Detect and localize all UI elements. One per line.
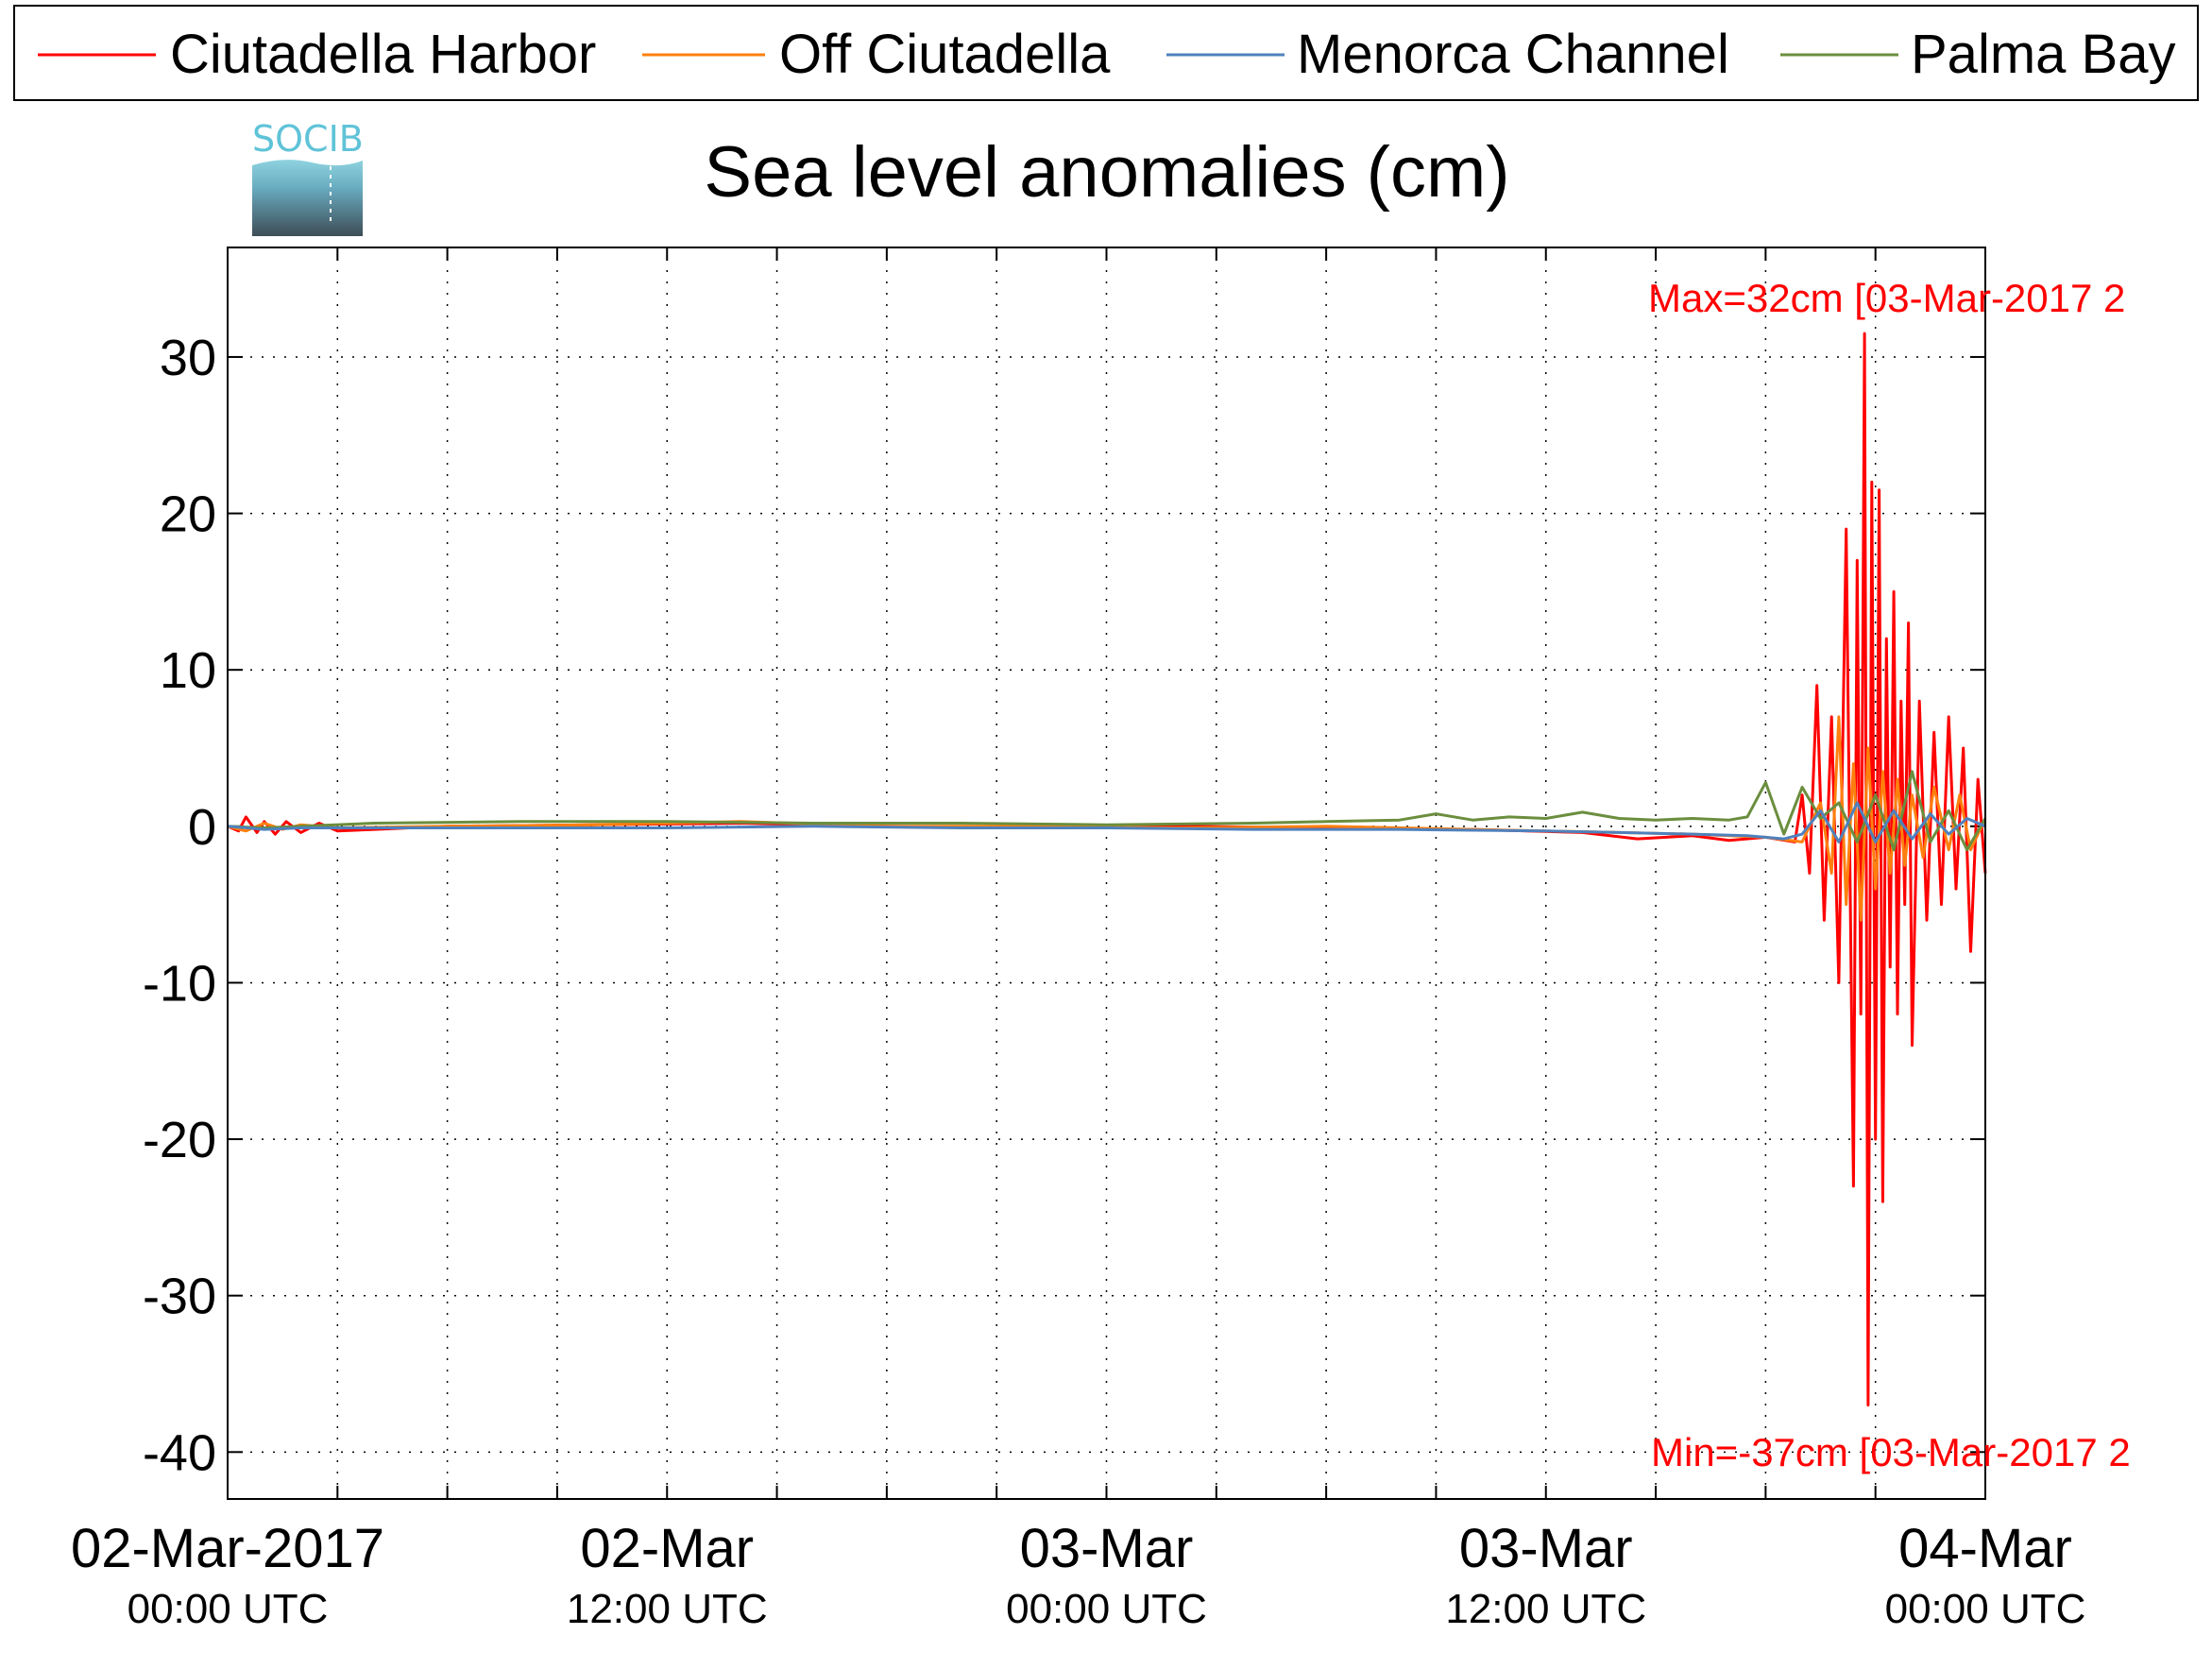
x-tick-label: 02-Mar <box>580 1518 754 1579</box>
legend-label-menorca-channel: Menorca Channel <box>1297 24 1729 85</box>
series-line-off-ciutadella <box>227 715 1987 922</box>
legend-label-off-ciutadella: Off Ciutadella <box>779 24 1111 85</box>
grid <box>228 247 1985 1499</box>
legend-box <box>13 5 2199 101</box>
legend: Ciutadella Harbor Off Ciutadella Menorca… <box>13 5 2199 101</box>
logo-wave <box>252 160 363 236</box>
y-tick-label: 20 <box>160 486 216 543</box>
x-tick-label: 03-Mar <box>1020 1518 1194 1579</box>
legend-label-palma-bay: Palma Bay <box>1911 24 2175 85</box>
x-tick-label: 04-Mar <box>1898 1518 2072 1579</box>
x-tick-label: 02-Mar-2017 <box>71 1518 384 1579</box>
y-tick-label: -20 <box>143 1112 216 1168</box>
y-tick-label: -10 <box>143 955 216 1012</box>
min-annotation: Min=-37cm [03-Mar-2017 2 <box>1651 1430 2131 1474</box>
legend-label-ciutadella-harbor: Ciutadella Harbor <box>170 24 596 85</box>
x-tick-sublabel: 12:00 UTC <box>567 1586 768 1632</box>
y-tick-label: -40 <box>143 1424 216 1481</box>
y-tick-label: 0 <box>188 799 216 856</box>
x-tick-sublabel: 00:00 UTC <box>1885 1586 2086 1632</box>
y-tick-label: 30 <box>160 330 216 386</box>
x-tick-sublabel: 00:00 UTC <box>128 1586 329 1632</box>
plot-area <box>228 247 1985 1499</box>
socib-logo: SOCIB <box>252 118 364 236</box>
y-tick-label: 10 <box>160 642 216 699</box>
chart-title: Sea level anomalies (cm) <box>704 132 1509 213</box>
series-lines <box>227 332 1987 1407</box>
x-tick-sublabel: 00:00 UTC <box>1006 1586 1207 1632</box>
y-tick-labels: 30 20 10 0 -10 -20 -30 -40 <box>143 330 216 1481</box>
logo-text: SOCIB <box>252 118 364 160</box>
series-line-palma-bay <box>227 770 1987 852</box>
series-line-ciutadella-harbor <box>227 332 1987 1407</box>
max-annotation: Max=32cm [03-Mar-2017 2 <box>1648 276 2125 320</box>
x-tick-label: 03-Mar <box>1459 1518 1633 1579</box>
series-line-menorca-channel <box>227 801 1986 843</box>
y-tick-label: -30 <box>143 1269 216 1325</box>
x-tick-labels: 02-Mar-2017 00:00 UTC 02-Mar 12:00 UTC 03-Ma… <box>71 1518 2085 1632</box>
plot-frame <box>227 247 1986 1500</box>
x-tick-sublabel: 12:00 UTC <box>1445 1586 1646 1632</box>
